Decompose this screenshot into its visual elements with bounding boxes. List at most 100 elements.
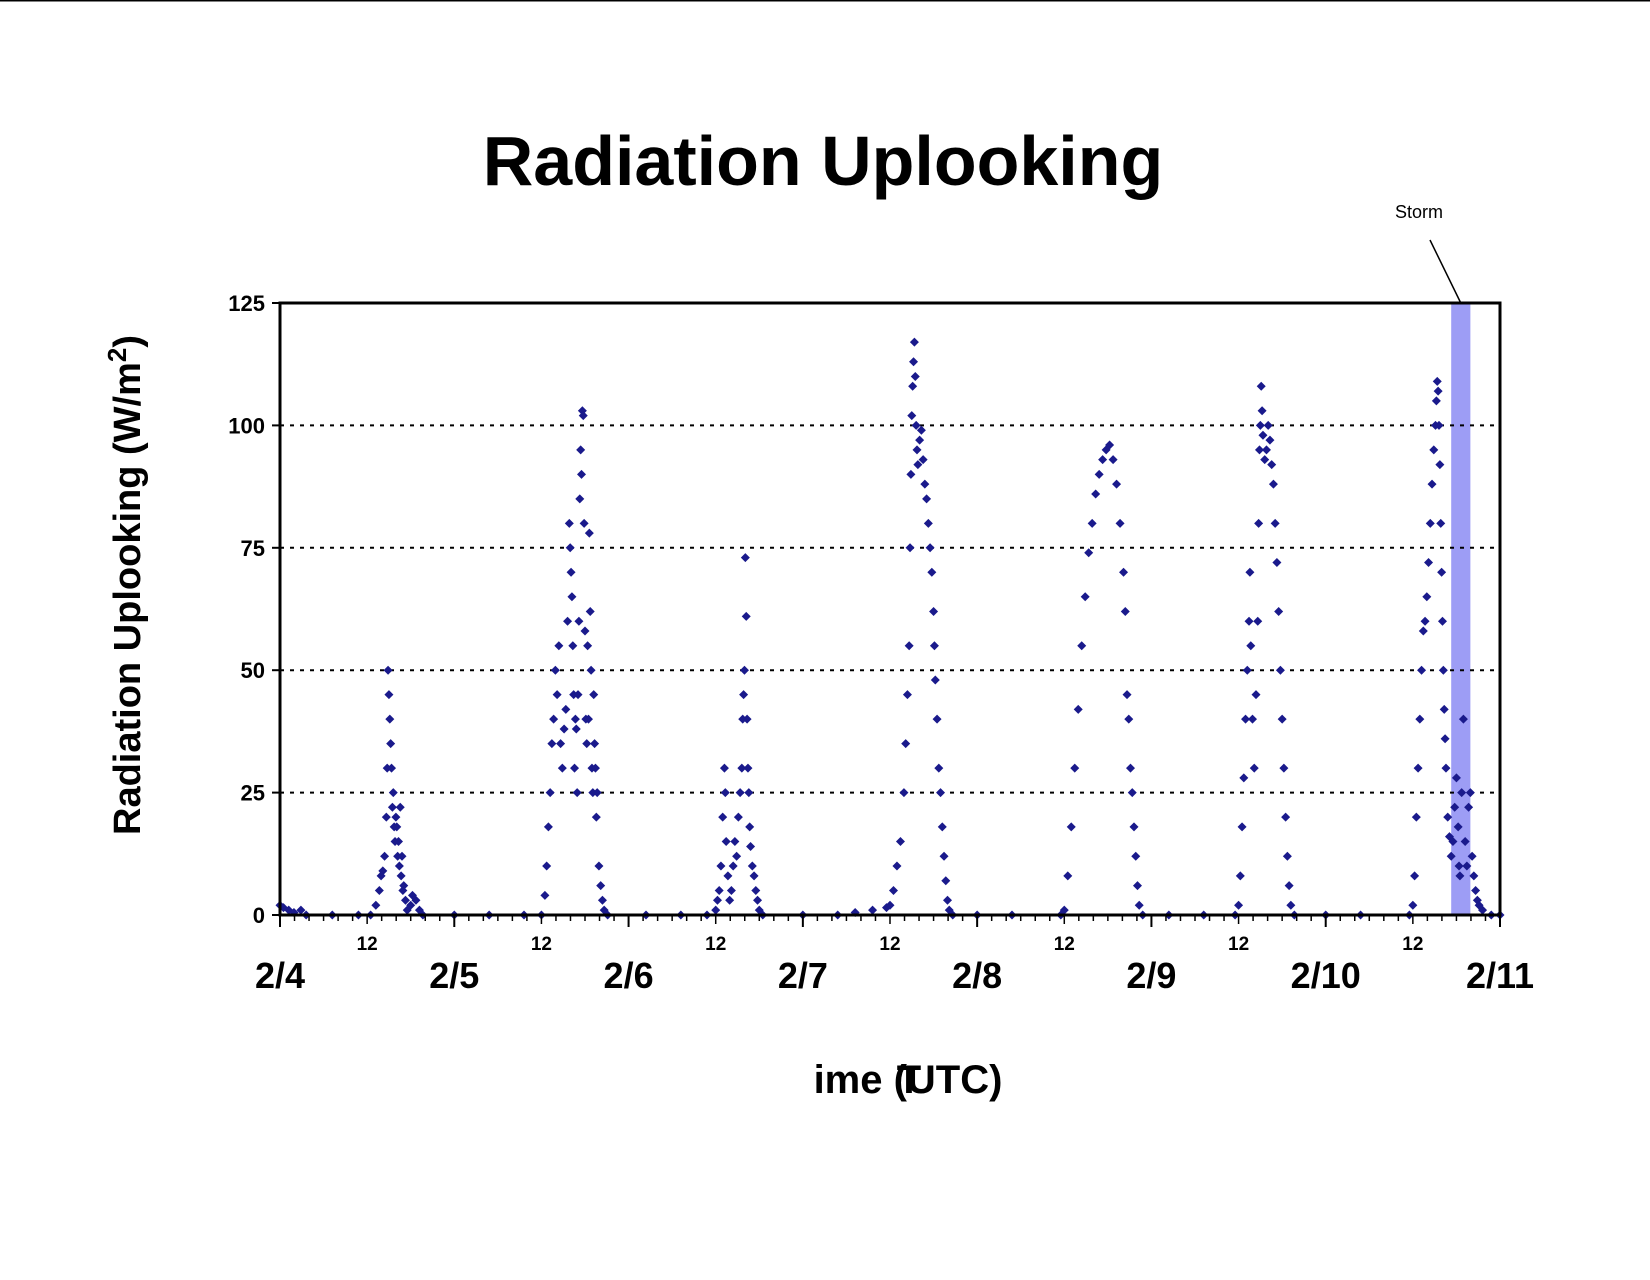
data-point [1254,518,1264,528]
data-point [1087,518,1097,528]
y-axis-title-main: Radiation Uplooking (W/m [107,362,149,835]
data-point [1235,871,1245,881]
data-point [388,788,398,798]
data-point [579,518,589,528]
x-tick-label-midday: 12 [879,934,900,955]
data-point [578,411,588,421]
data-point [552,690,562,700]
data-point [739,690,749,700]
data-point [1413,763,1423,773]
data-point [1446,851,1456,861]
data-point [597,895,607,905]
data-point [941,876,951,886]
y-tick-label-75: 75 [241,536,265,561]
data-point [749,871,759,881]
data-point [1410,871,1420,881]
x-tick-label-midday: 12 [1054,934,1075,955]
data-point [925,543,935,553]
data-point [1274,606,1284,616]
data-point [737,763,747,773]
data-point [542,861,552,871]
data-point [1129,822,1139,832]
data-point [573,690,583,700]
data-point [1091,489,1101,499]
data-point [1239,773,1249,783]
data-point [396,871,406,881]
data-point [1122,690,1132,700]
data-point [1438,665,1448,675]
data-point [1244,616,1254,626]
data-point [1234,900,1244,910]
data-point [1120,606,1130,616]
data-point [743,763,753,773]
data-point [592,788,602,798]
data-point [565,543,575,553]
data-point [1433,386,1443,396]
data-point [576,445,586,455]
data-point [920,479,930,489]
data-point [735,788,745,798]
plot-area-border [278,301,1502,917]
data-point [915,435,925,445]
data-point [1277,714,1287,724]
data-point [1457,788,1467,798]
chart-title: Radiation Uplooking [483,122,1164,200]
data-point [923,518,933,528]
data-point [1448,837,1458,847]
data-point [1443,812,1453,822]
data-point [584,528,594,538]
gridlines [280,424,1500,794]
data-point [885,900,895,910]
data-point [723,871,733,881]
data-point [574,616,584,626]
data-point [1270,518,1280,528]
data-point [585,606,595,616]
data-point [1467,851,1477,861]
x-tick-label-day: 2/7 [778,955,828,996]
data-point [554,641,564,651]
data-point [387,763,397,773]
data-point [747,861,757,871]
data-point [1437,567,1447,577]
data-point [913,460,923,470]
y-axis-title-close: ) [107,335,149,348]
data-point [1275,665,1285,675]
data-point [1253,616,1263,626]
data-point [716,861,726,871]
data-point [1440,734,1450,744]
data-point [583,641,593,651]
data-point [721,837,731,847]
data-point [1471,886,1481,896]
data-point [711,905,721,915]
data-point [751,886,761,896]
y-axis-title: Radiation Uplooking (W/m2) [102,335,149,835]
y-tick-label-100: 100 [228,413,265,438]
data-point [582,739,592,749]
data-point [1127,788,1137,798]
data-point [909,337,919,347]
data-point [1124,714,1134,724]
data-point [596,881,606,891]
x-tick-label-midday: 12 [357,934,378,955]
data-point [719,763,729,773]
data-point [590,739,600,749]
data-point [1237,822,1247,832]
data-point [1084,548,1094,558]
data-point [1073,704,1083,714]
x-axis: 2/4 2/5 2/6 2/7 2/8 2/9 2/10 2/11 12 12 12 12 12 12 12 [255,915,1534,996]
data-point [1112,479,1122,489]
data-point [394,837,404,847]
data-point [590,763,600,773]
data-point [918,455,928,465]
x-tick-label-midday: 12 [1402,934,1423,955]
data-point [740,553,750,563]
data-point [901,739,911,749]
data-point [929,606,939,616]
data-point [1261,445,1271,455]
data-point [932,714,942,724]
data-point [556,739,566,749]
data-point [745,822,755,832]
data-point [564,518,574,528]
data-point [1063,871,1073,881]
x-tick-label-midday: 12 [705,934,726,955]
